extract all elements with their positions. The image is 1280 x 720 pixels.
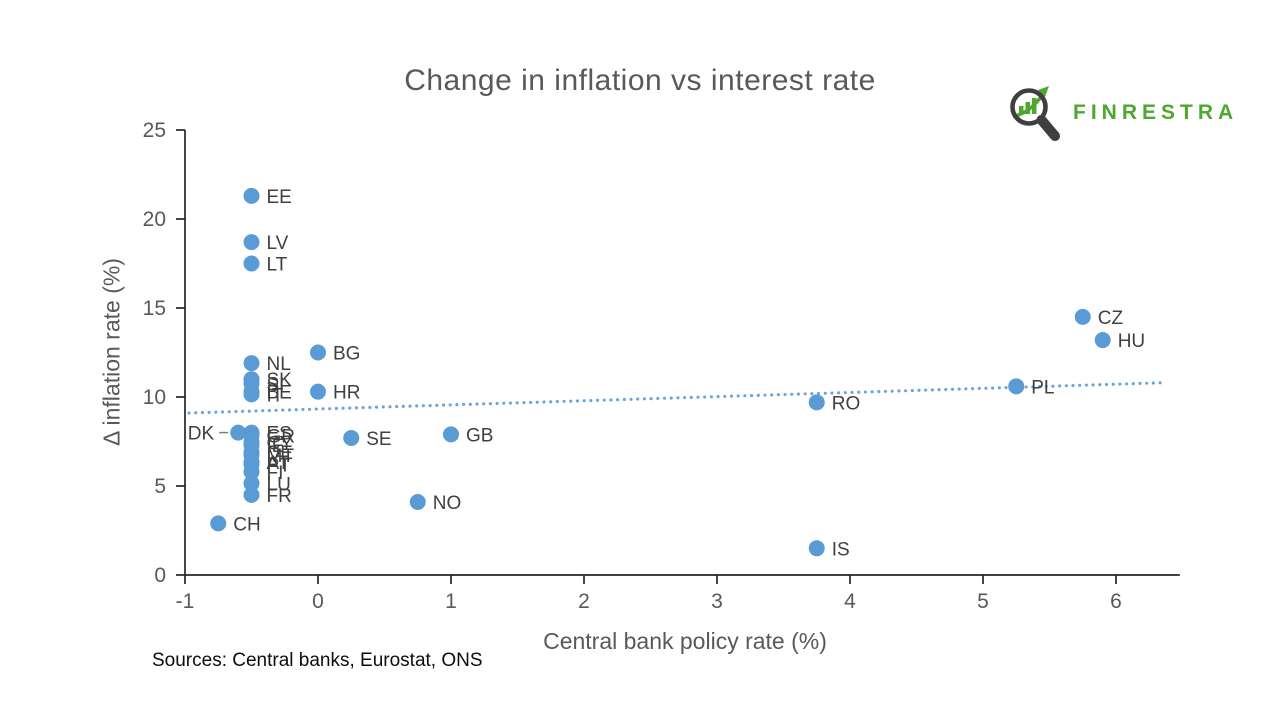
data-point-NL: [243, 355, 260, 372]
data-point-BG: [310, 344, 326, 361]
data-point-IT: [243, 386, 260, 403]
point-label-NL: NL: [267, 354, 291, 375]
point-label-NO: NO: [433, 493, 462, 514]
handle-icon: [1036, 115, 1060, 141]
lens-icon: [1010, 88, 1048, 126]
data-point-RO: [808, 394, 825, 411]
x-tick-label: 1: [445, 590, 457, 613]
point-label-SE: SE: [366, 429, 391, 450]
x-tick-label: 4: [844, 590, 856, 613]
data-point-CH: [210, 515, 227, 532]
x-tick-label: -1: [176, 590, 195, 613]
point-label-CH: CH: [233, 514, 260, 535]
data-point-SE: [343, 429, 360, 446]
point-label-ES: ES: [267, 424, 292, 445]
data-point-FR: [243, 486, 260, 503]
finrestra-logo: FINRESTRA: [1005, 82, 1238, 144]
y-tick-label: 15: [143, 297, 166, 320]
point-label-DK: DK: [188, 424, 215, 445]
data-point-HU: [1094, 332, 1111, 349]
point-label-LV: LV: [267, 233, 289, 254]
x-tick-label: 0: [312, 590, 324, 613]
source-note: Sources: Central banks, Eurostat, ONS: [152, 650, 483, 671]
point-label-CY: CY: [267, 433, 294, 454]
point-label-HR: HR: [333, 383, 360, 404]
point-label-HU: HU: [1118, 331, 1145, 352]
point-label-CZ: CZ: [1098, 308, 1124, 329]
point-label-RO: RO: [832, 393, 861, 414]
x-tick-label: 6: [1110, 590, 1122, 613]
bar-icon: [1019, 106, 1024, 114]
point-label-FI: FI: [267, 463, 284, 484]
point-label-SI: SI: [267, 375, 285, 396]
point-label-PL: PL: [1031, 377, 1054, 398]
point-label-AT: AT: [267, 453, 290, 474]
point-label-LU: LU: [267, 474, 291, 495]
logo-text: FINRESTRA: [1073, 101, 1239, 124]
data-point-HR: [310, 383, 326, 400]
point-label-IS: IS: [832, 539, 850, 560]
point-label-IE: IE: [267, 436, 285, 457]
x-tick-label: 5: [977, 590, 989, 613]
data-point-GB: [443, 426, 459, 443]
data-point-EE: [243, 187, 260, 204]
x-tick-label: 2: [578, 590, 590, 613]
point-label-DE: DE: [267, 443, 293, 464]
point-label-LT: LT: [267, 255, 288, 276]
magnifier-chart-icon: [1010, 86, 1060, 141]
trend-line: [187, 381, 1165, 415]
y-tick-label: 5: [154, 475, 166, 498]
data-point-CZ: [1074, 308, 1091, 325]
point-label-BG: BG: [333, 344, 360, 365]
data-point-PL: [1008, 378, 1025, 395]
point-label-IT: IT: [267, 385, 284, 406]
y-tick-label: 25: [143, 119, 166, 142]
x-tick-label: 3: [711, 590, 723, 613]
point-label-GR: GR: [267, 426, 296, 447]
y-tick-label: 20: [143, 208, 166, 231]
x-axis-title: Central bank policy rate (%): [543, 628, 827, 654]
point-label-MT: MT: [267, 446, 295, 467]
data-point-NO: [409, 494, 426, 511]
point-label-GB: GB: [466, 425, 493, 446]
point-label-SK: SK: [267, 370, 293, 391]
point-label-EE: EE: [267, 187, 292, 208]
chart-title: Change in inflation vs interest rate: [404, 64, 876, 97]
data-point-DK: [230, 424, 247, 441]
point-label-BE: BE: [267, 383, 292, 404]
data-point-IS: [808, 540, 825, 557]
point-label-FR: FR: [267, 486, 292, 507]
data-point-LU: [243, 475, 260, 492]
y-tick-label: 0: [154, 564, 166, 587]
point-label-PT: PT: [267, 456, 292, 477]
bar-icon: [1025, 102, 1030, 114]
arrowhead-icon: [1038, 86, 1049, 97]
data-point-LV: [243, 234, 260, 251]
data-point-FI: [243, 463, 260, 480]
y-tick-label: 10: [143, 386, 166, 409]
data-point-LT: [243, 255, 260, 272]
